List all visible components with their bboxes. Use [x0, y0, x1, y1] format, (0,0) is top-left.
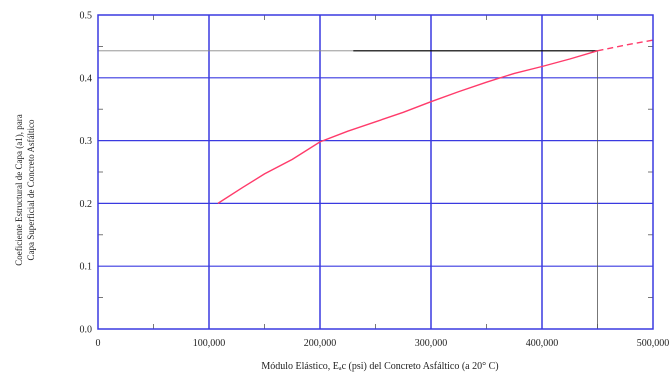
y-axis-label: Coeficiente Estructural de Capa (a1), pa…	[14, 114, 36, 265]
y-tick-label: 0.3	[80, 136, 93, 147]
x-tick-label: 500,000	[637, 338, 669, 349]
y-tick-label: 0.2	[80, 199, 93, 210]
x-tick-label: 0	[96, 338, 101, 349]
plot-frame	[97, 14, 654, 330]
grid-lines	[98, 15, 653, 329]
y-tick-label: 0.5	[80, 11, 93, 22]
y-axis-label-line1: Coeficiente Estructural de Capa (a1), pa…	[14, 114, 24, 265]
series-line	[217, 50, 598, 204]
x-tick-label: 400,000	[526, 338, 559, 349]
series-group	[217, 39, 654, 204]
y-tick-label: 0.1	[80, 262, 93, 273]
series-extrapolated-line	[597, 39, 654, 52]
y-tick-label: 0.0	[80, 325, 93, 336]
x-tick-label: 100,000	[193, 338, 226, 349]
x-axis-label: Módulo Elástico, Eₐc (psi) del Concreto …	[261, 361, 498, 372]
reference-lines	[98, 50, 598, 329]
x-tick-label: 300,000	[415, 338, 448, 349]
tick-labels: 0 100,000 200,000 300,000 400,000 500,000 0.0 0…	[80, 11, 669, 350]
x-tick-label: 200,000	[304, 338, 337, 349]
y-axis-label-line2: Capa Superficial de Concreto Asfáltico	[26, 119, 36, 260]
y-tick-label: 0.4	[80, 73, 93, 84]
